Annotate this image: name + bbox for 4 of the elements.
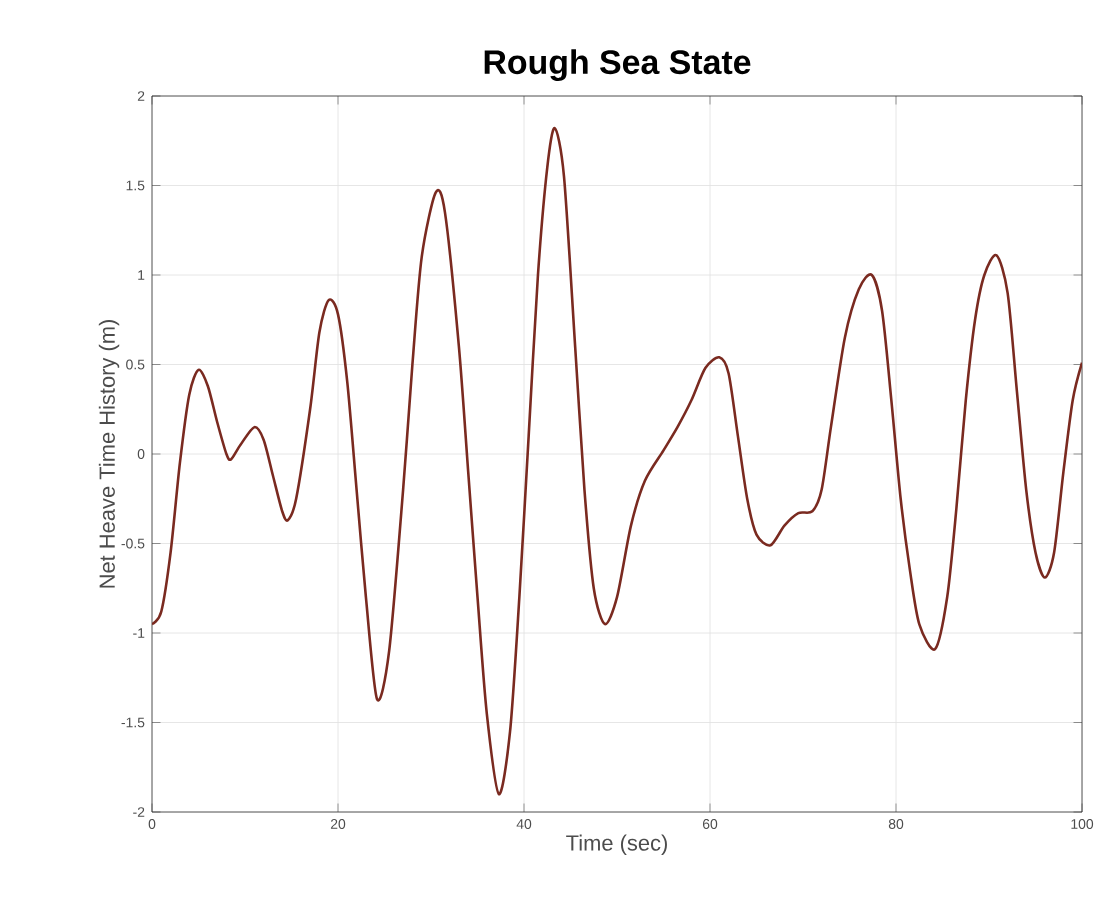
y-axis-title: Net Heave Time History (m) [98,320,120,588]
chart-title: Rough Sea State [484,49,751,82]
line-series [152,126,1083,796]
x-axis-title: Time (sec) [566,834,667,856]
